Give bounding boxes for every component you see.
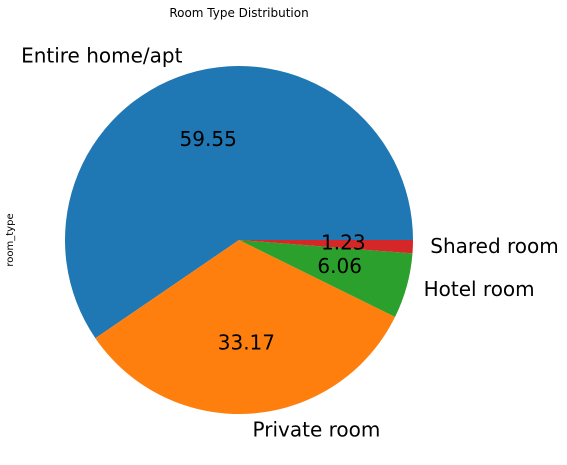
slice-value-hotel-room: 6.06 [317, 254, 362, 278]
pie-slices [64, 66, 413, 414]
y-axis-label: room_type [5, 213, 16, 266]
pie-slice-entire-home-apt [64, 66, 413, 339]
slice-label-entire-home-apt: Entire home/apt [21, 44, 183, 68]
pie-slice-shared-room [239, 240, 413, 254]
slice-label-shared-room: Shared room [430, 234, 559, 258]
slice-label-private-room: Private room [253, 417, 381, 441]
slice-value-private-room: 33.17 [218, 331, 275, 355]
slice-value-shared-room: 1.23 [321, 231, 366, 255]
pie-slice-hotel-room [239, 240, 413, 317]
pie-labels: Entire home/apt 59.55 Private room 33.17 Hot… [21, 44, 559, 442]
slice-label-hotel-room: Hotel room [424, 277, 535, 301]
chart-title: Room Type Distribution [169, 6, 308, 20]
slice-value-entire-home-apt: 59.55 [180, 127, 237, 151]
pie-slice-private-room [95, 240, 396, 414]
